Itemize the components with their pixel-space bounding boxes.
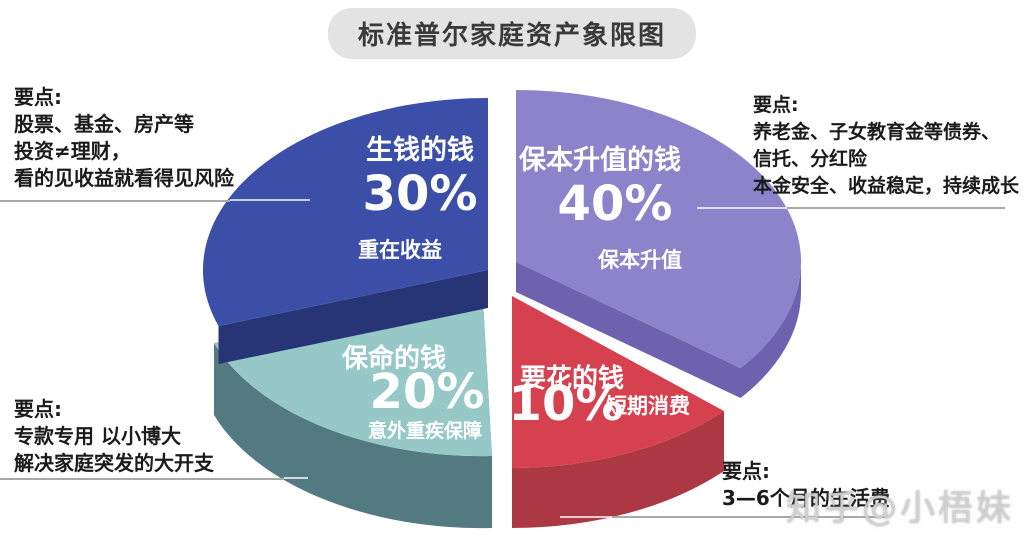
annotation-line: 看的见收益就看得见风险 <box>14 166 234 190</box>
slice-spend-money-label: 要花的钱 <box>519 364 624 394</box>
slice-spend-money-sublabel: 短期消费 <box>606 394 690 418</box>
annotation-line: 专款专用 以小博大 <box>14 424 181 448</box>
slice-preserve-money-outer-side <box>740 262 801 398</box>
slice-preserve-money-top <box>516 90 802 368</box>
leader-line-top-left <box>0 200 230 202</box>
annotation-bottom-left: 要点: 专款专用 以小博大 解决家庭突发的大开支 <box>14 396 214 477</box>
annotation-top-left: 要点: 股票、基金、房产等 投资≠理财， 看的见收益就看得见风险 <box>14 84 234 192</box>
slice-grow-money-top <box>202 98 488 326</box>
slice-grow-money-label: 生钱的钱 <box>366 135 474 166</box>
leader-line-top-right <box>787 207 1005 209</box>
leader-line-top-right-on-pie <box>697 207 787 209</box>
annotation-line: 养老金、子女教育金等债券、 <box>753 121 1001 143</box>
leader-line-bottom-left-on-pie <box>284 477 308 479</box>
page-title: 标准普尔家庭资产象限图 <box>327 8 697 59</box>
leader-line-bottom-right <box>612 516 888 518</box>
annotation-heading: 要点: <box>14 397 62 421</box>
annotation-line: 股票、基金、房产等 <box>14 112 194 136</box>
slice-preserve-money-percent: 40% <box>557 176 673 232</box>
annotation-line: 本金安全、收益稳定，持续成长 <box>753 175 1020 197</box>
slice-protect-money-label: 保命的钱 <box>341 344 446 374</box>
annotation-top-right: 要点: 养老金、子女教育金等债券、 信托、分红险 本金安全、收益稳定，持续成长 <box>753 92 1019 200</box>
slice-spend-money-outer-side <box>512 411 724 529</box>
slice-grow-money-cut-side <box>218 270 488 364</box>
annotation-line: 解决家庭突发的大开支 <box>14 451 214 475</box>
annotation-heading: 要点: <box>14 85 62 109</box>
annotation-line: 信托、分红险 <box>753 148 868 170</box>
slice-preserve-money-label: 保本升值的钱 <box>519 145 681 176</box>
slice-preserve-money-sublabel: 保本升值 <box>598 248 682 272</box>
slice-preserve-money-cut-side <box>516 262 741 398</box>
slice-protect-money-sublabel: 意外重疾保障 <box>367 420 482 442</box>
leader-line-bottom-left <box>0 478 284 480</box>
slice-spend-money-percent: 10% <box>508 376 624 432</box>
slice-spend-money-top <box>512 296 724 468</box>
slice-grow-money-percent: 30% <box>362 166 478 222</box>
annotation-line: 投资≠理财， <box>14 139 131 163</box>
slice-grow-money-sublabel: 重在收益 <box>358 238 442 262</box>
leader-line-bottom-right-on-pie <box>560 516 612 518</box>
watermark: 知乎@小梧妹 <box>786 489 1015 529</box>
slice-protect-money-percent: 20% <box>369 364 485 420</box>
leader-line-top-left-on-pie <box>230 199 310 201</box>
annotation-bottom-right: 要点: 3—6个月的生活费 <box>722 458 890 512</box>
slice-protect-money-outer-side <box>214 343 492 529</box>
annotation-line: 3—6个月的生活费 <box>722 486 890 510</box>
annotation-heading: 要点: <box>722 459 770 483</box>
slice-protect-money-top <box>214 284 492 457</box>
annotation-heading: 要点: <box>753 94 799 116</box>
